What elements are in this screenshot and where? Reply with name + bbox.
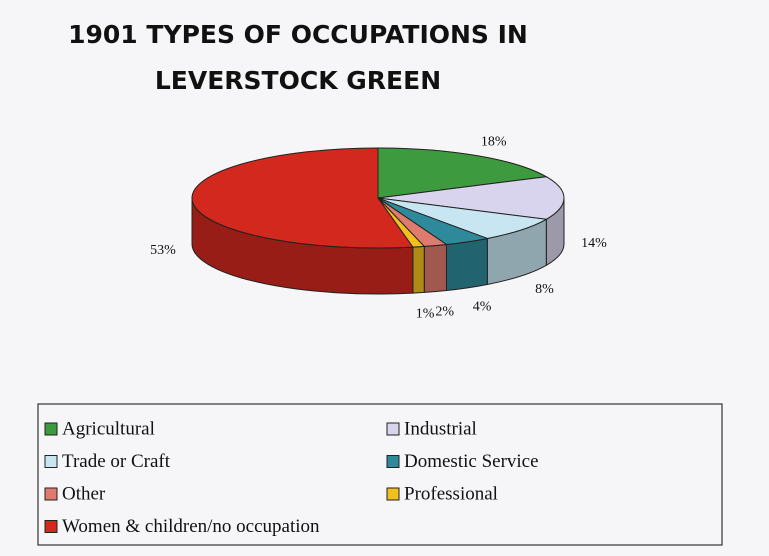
slice: [377, 197, 548, 239]
legend-swatch: [44, 455, 58, 468]
slice: [377, 176, 565, 220]
chart-title: 1901 TYPES OF OCCUPATIONS IN LEVERSTOCK …: [68, 20, 528, 95]
data-label: 1%: [416, 306, 435, 321]
data-label: 18%: [481, 134, 507, 149]
data-label: 8%: [535, 282, 554, 297]
legend-label: Agricultural: [62, 418, 155, 439]
legend-swatch: [386, 455, 400, 468]
legend-label: Other: [62, 483, 106, 504]
legend-swatch: [44, 520, 58, 533]
legend-swatch: [386, 422, 400, 436]
slice: [191, 147, 414, 249]
data-label: 2%: [435, 305, 454, 320]
legend-swatch: [44, 487, 58, 501]
data-label: 4%: [473, 299, 492, 314]
legend-swatch: [386, 487, 400, 501]
legend-label: Domestic Service: [404, 451, 539, 472]
slice-side: [423, 243, 447, 293]
legend-box: [37, 403, 723, 546]
legend-label: Trade or Craft: [62, 451, 171, 472]
slice-side: [412, 245, 425, 294]
legend-label: Industrial: [404, 418, 477, 439]
slice-side: [445, 237, 488, 292]
legend-swatch: [44, 422, 58, 436]
data-label: 53%: [150, 243, 176, 258]
legend-label: Professional: [404, 483, 498, 504]
legend-label: Women & children/no occupation: [62, 516, 320, 537]
slice: [377, 147, 548, 199]
data-label: 14%: [581, 236, 607, 251]
